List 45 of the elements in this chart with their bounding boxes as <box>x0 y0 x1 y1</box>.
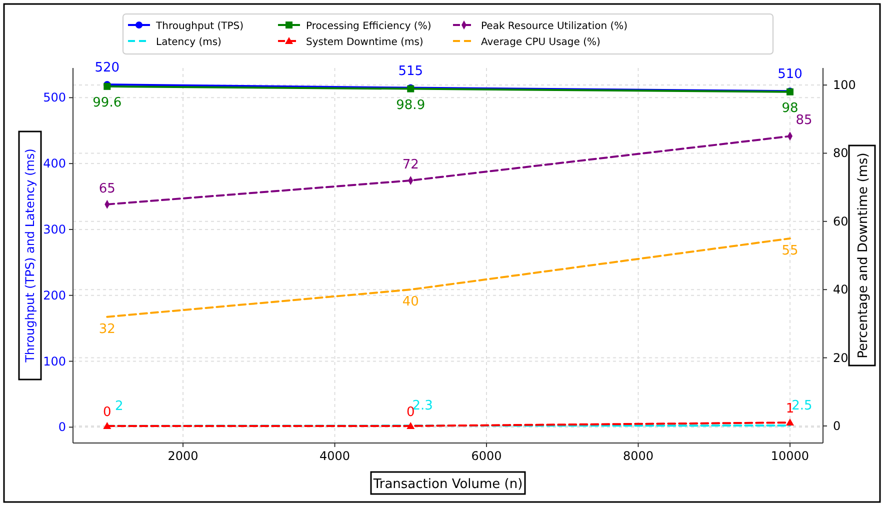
x-tick-label: 8000 <box>622 449 654 463</box>
point <box>406 422 415 429</box>
data-label: 32 <box>98 322 116 337</box>
y-tick-label: 0 <box>58 420 66 434</box>
y2-tick-label: 60 <box>833 214 848 228</box>
data-label: 40 <box>402 294 419 310</box>
y2-axis-title: Percentage and Downtime (ms) <box>856 152 871 358</box>
data-label: 98.9 <box>396 98 426 113</box>
y-tick-label: 100 <box>43 354 66 368</box>
y-axis-title: Throughput (TPS) and Latency (ms) <box>23 148 37 364</box>
y-tick-label: 400 <box>43 156 66 171</box>
point <box>103 422 112 429</box>
x-tick-label: 2000 <box>168 449 198 463</box>
y-tick-label: 300 <box>43 222 66 236</box>
data-label: 99.6 <box>92 95 122 110</box>
legend-label: Processing Efficiency (%) <box>306 21 432 32</box>
data-label: 2 <box>115 398 124 414</box>
y2-tick-label: 40 <box>833 282 848 297</box>
legend-label: Latency (ms) <box>156 37 222 48</box>
data-label: 55 <box>782 243 798 258</box>
legend-label: Peak Resource Utilization (%) <box>481 21 628 32</box>
legend-label: Average CPU Usage (%) <box>481 37 600 48</box>
y2-tick-label: 80 <box>833 146 848 160</box>
y2-tick-label: 100 <box>833 78 856 92</box>
data-label: 0 <box>103 404 112 420</box>
y-tick-label: 200 <box>43 288 66 302</box>
x-tick-label: 6000 <box>471 449 502 463</box>
data-label: 510 <box>778 67 802 82</box>
y-tick-label: 500 <box>43 90 66 105</box>
x-tick-label: 4000 <box>319 449 350 463</box>
data-label: 65 <box>98 181 116 196</box>
data-label: 0 <box>406 404 415 420</box>
data-label: 515 <box>398 64 424 79</box>
y2-tick-label: 0 <box>833 418 841 433</box>
legend-label: Throughput (TPS) <box>155 21 244 32</box>
legend-label: System Downtime (ms) <box>306 37 424 48</box>
x-tick-label: 10000 <box>770 449 810 463</box>
data-label: 98 <box>782 100 798 116</box>
point <box>786 418 794 426</box>
x-axis-title: Transaction Volume (n) <box>372 477 523 492</box>
data-label: 2.5 <box>792 398 812 414</box>
data-label: 72 <box>402 158 419 172</box>
data-label: 85 <box>796 113 812 128</box>
data-label: 520 <box>94 60 120 76</box>
y2-tick-label: 20 <box>833 350 848 365</box>
